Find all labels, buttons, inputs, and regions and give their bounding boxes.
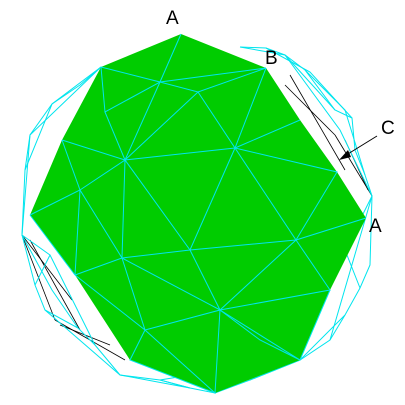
label-right-vertex: A	[369, 216, 382, 237]
outer-wireframe	[21, 46, 373, 394]
label-upper-right-vertex: B	[265, 48, 278, 69]
label-top-vertex: A	[166, 8, 179, 29]
face-wireframe	[29, 33, 367, 395]
front-face	[30, 34, 366, 393]
callout-arrow	[339, 135, 378, 160]
label-callout-c: C	[381, 118, 395, 139]
